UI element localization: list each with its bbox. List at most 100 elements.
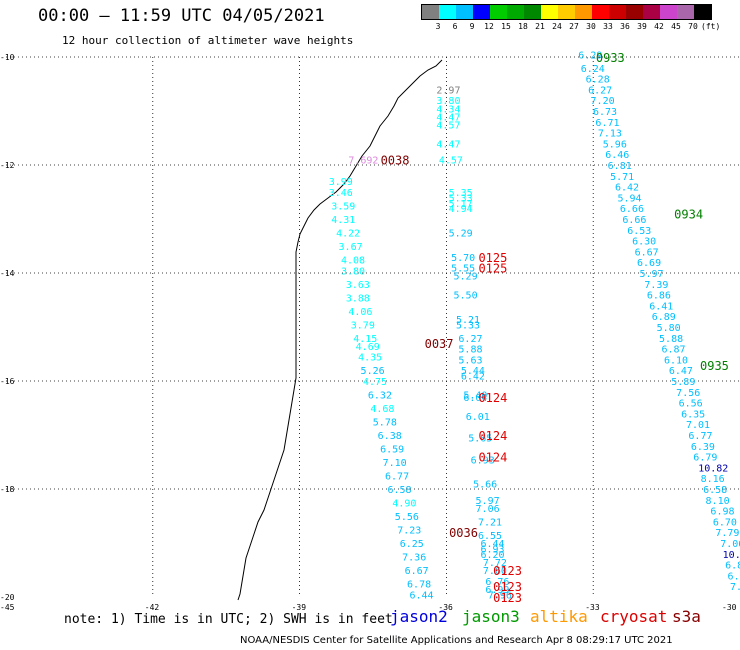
wave-height-value: 5.97 — [639, 269, 663, 280]
wave-height-value: 6.86 — [647, 291, 671, 302]
wave-height-value: 5.89 — [671, 377, 695, 388]
wave-height-value: 6.39 — [691, 442, 715, 453]
wave-height-value: 6.53 — [627, 226, 651, 237]
wave-height-value: 10.48 — [723, 550, 740, 561]
wave-height-value: 7.72 — [483, 558, 507, 569]
wave-height-value: 3.63 — [346, 280, 370, 291]
wave-height-value: 6.44 — [409, 590, 433, 601]
satellite-name: cryosat — [600, 607, 668, 626]
wave-height-value: 5.96 — [603, 139, 627, 150]
wave-height-value: 5.56 — [395, 512, 419, 523]
wave-height-value: 5.50 — [454, 291, 478, 302]
pass-time-label: 0125 — [478, 251, 507, 265]
wave-height-value: 6.55 — [478, 531, 502, 542]
wave-height-value: 4.06 — [348, 307, 372, 318]
scale-swatch — [677, 5, 694, 19]
wave-height-value: 4.68 — [370, 404, 394, 415]
scale-label: 45 — [671, 22, 681, 31]
pass-time-label: 0038 — [381, 154, 410, 168]
satellite-name: jason3 — [462, 607, 520, 626]
wave-height-value: 6.87 — [661, 345, 685, 356]
color-scale-labels: 3 6 9 12 15 18 21 24 27 30 33 36 39 42 45 70 (ft) — [421, 22, 721, 34]
x-axis-label: -36 — [438, 603, 453, 612]
wave-height-value: 4.47 — [436, 139, 460, 150]
scale-label: 42 — [654, 22, 664, 31]
pass-time-label: 0935 — [700, 359, 729, 373]
pass-time-label: 0934 — [674, 208, 703, 222]
scale-swatch — [558, 5, 575, 19]
scale-label: 33 — [603, 22, 613, 31]
wave-height-value: 5.78 — [373, 418, 397, 429]
wave-height-value: 6.59 — [380, 445, 404, 456]
wave-height-value: 4.15 — [353, 334, 377, 345]
pass-time-label: 0124 — [478, 391, 507, 405]
wave-height-value: 5.97 — [476, 496, 500, 507]
wave-height-value: 5.71 — [610, 172, 634, 183]
wave-height-value: 6.38 — [378, 431, 402, 442]
scale-swatch — [422, 5, 439, 19]
y-axis-label: -12 — [0, 161, 15, 170]
scale-swatch — [575, 5, 592, 19]
color-scale-legend: 3 6 9 12 15 18 21 24 27 30 33 36 39 42 45 70 (ft) — [421, 4, 721, 34]
wave-height-value: 6.93 — [480, 544, 504, 555]
wave-height-value: 4.75 — [363, 377, 387, 388]
wave-height-value: 2.97 — [436, 85, 460, 96]
wave-height-value: 6.70 — [713, 517, 737, 528]
wave-height-value: 7.36 — [402, 553, 426, 564]
scale-swatch — [490, 5, 507, 19]
pass-time-label: 0037 — [425, 337, 454, 351]
scale-label: 9 — [469, 22, 475, 31]
wave-height-value: 5.70 — [451, 253, 475, 264]
wave-height-value: 7.692 — [348, 156, 378, 167]
scale-label: 15 — [501, 22, 511, 31]
scale-swatch — [507, 5, 524, 19]
wave-height-value: 6.67 — [635, 247, 659, 258]
scale-swatch — [694, 5, 711, 19]
page-subtitle: 12 hour collection of altimeter wave hei… — [62, 34, 354, 47]
x-axis-label: -45 — [0, 603, 15, 612]
wave-height-value: 7.23 — [397, 526, 421, 537]
wave-height-value: 3.80 — [341, 266, 365, 277]
satellite-name: jason2 — [390, 607, 448, 626]
wave-height-value: 6.44 — [480, 539, 504, 550]
scale-swatch — [626, 5, 643, 19]
wave-height-value: 6.29 — [578, 50, 602, 61]
y-axis-label: -10 — [0, 53, 15, 62]
wave-height-value: 7.96 — [488, 590, 512, 601]
wave-height-value: 4.31 — [331, 215, 355, 226]
wave-height-value: 7.10 — [383, 458, 407, 469]
pass-time-label: 0123 — [493, 564, 522, 578]
wave-height-value: 7.06 — [720, 539, 740, 550]
y-axis-label: -14 — [0, 269, 15, 278]
page-title: 00:00 – 11:59 UTC 04/05/2021 — [38, 6, 325, 26]
wave-height-value: 6.98 — [710, 507, 734, 518]
wave-height-value: 3.88 — [346, 293, 370, 304]
wave-height-value: 6.89 — [652, 312, 676, 323]
wave-height-value: 5.63 — [458, 355, 482, 366]
pass-time-label: 0124 — [478, 429, 507, 443]
wave-height-value: 3.67 — [339, 242, 363, 253]
units-note: note: 1) Time is in UTC; 2) SWH is in fe… — [64, 612, 393, 627]
scale-label: (ft) — [701, 22, 721, 31]
wave-height-value: 6.67 — [405, 566, 429, 577]
scale-label: 18 — [518, 22, 528, 31]
pass-time-label: 0125 — [478, 262, 507, 276]
wave-height-value: 7.20 — [591, 96, 615, 107]
wave-height-value: 6.58 — [387, 485, 411, 496]
wave-height-value: 6.78 — [407, 580, 431, 591]
scale-swatch — [473, 5, 490, 19]
wave-height-value: 5.35 — [449, 188, 473, 199]
scale-label: 70 — [688, 22, 698, 31]
wave-height-value: 7.79 — [715, 528, 739, 539]
wave-height-value: 3.79 — [351, 320, 375, 331]
wave-height-value: 4.34 — [436, 104, 460, 115]
color-scale-boxes — [421, 4, 712, 20]
wave-height-value: 4.47 — [436, 112, 460, 123]
satellite-name: altika — [530, 607, 588, 626]
wave-height-value: 4.57 — [436, 121, 460, 132]
wave-height-value: 4.90 — [392, 499, 416, 510]
wave-height-value: 4.69 — [356, 342, 380, 353]
axis-labels: -10 -12 -14 -16 -18 -20-45 -42 -39 -36 -33 -30 — [0, 53, 737, 612]
wave-height-value: 5.80 — [657, 323, 681, 334]
